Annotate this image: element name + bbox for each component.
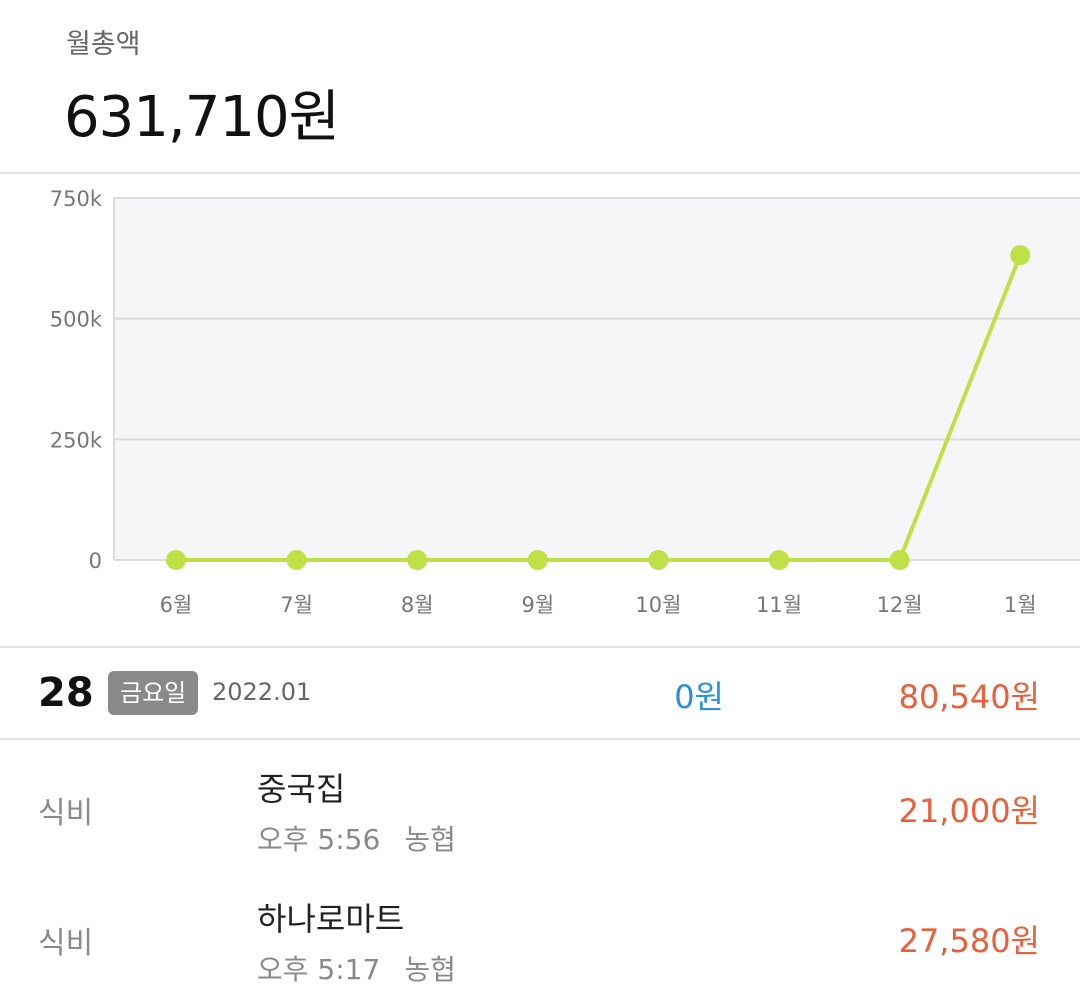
x-tick-label: 7월	[280, 593, 313, 617]
monthly-total-label: 월총액	[66, 29, 141, 60]
data-point	[769, 550, 789, 570]
y-tick-label: 250k	[50, 428, 103, 452]
summary-divider	[0, 172, 1080, 174]
x-tick-label: 9월	[521, 593, 554, 617]
x-tick-label: 1월	[1004, 593, 1037, 617]
transaction-item[interactable]: 식비 중국집 오후 5:56 농협 21,000원	[0, 740, 1080, 866]
transaction-account: 농협	[404, 953, 456, 986]
transaction-category: 식비	[38, 796, 94, 831]
transaction-title: 중국집	[257, 770, 346, 808]
day-divider	[0, 738, 1080, 740]
day-header[interactable]: 28 금요일 2022.01 0원 80,540원	[0, 648, 1080, 738]
x-tick-label: 8월	[401, 593, 434, 617]
transaction-amount: 27,580원	[898, 922, 1040, 960]
y-tick-label: 0	[89, 549, 102, 573]
x-tick-label: 10월	[635, 593, 681, 617]
monthly-total-amount: 631,710원	[64, 85, 340, 150]
transaction-account: 농협	[404, 823, 456, 856]
day-expense-total: 80,540원	[898, 678, 1040, 716]
day-number: 28	[38, 670, 94, 716]
monthly-line-chart: 750k 500k 250k 0 6월 7월 8월 9월 10월 11월 12월 1월	[0, 174, 1080, 646]
year-month: 2022.01	[212, 678, 312, 706]
day-income-total: 0원	[674, 678, 724, 716]
data-point	[648, 550, 669, 570]
plot-background	[114, 198, 1080, 560]
y-tick-label: 750k	[50, 187, 103, 211]
series-line	[176, 254, 1023, 562]
transaction-meta: 오후 5:56 농협	[257, 818, 456, 858]
x-tick-label: 6월	[160, 593, 193, 617]
x-tick-label: 11월	[756, 593, 802, 617]
transaction-time: 오후 5:17	[257, 953, 381, 986]
data-point	[286, 550, 307, 570]
transaction-amount: 21,000원	[898, 792, 1040, 830]
transaction-item[interactable]: 식비 하나로마트 오후 5:17 농협 27,580원	[0, 870, 1080, 996]
monthly-summary: 월총액 631,710원	[0, 0, 1080, 172]
x-tick-label: 12월	[877, 593, 923, 617]
weekday-badge: 금요일	[108, 671, 199, 715]
transaction-title: 하나로마트	[257, 900, 405, 938]
data-point	[1010, 245, 1031, 266]
transaction-category: 식비	[38, 926, 94, 961]
data-point	[527, 550, 548, 570]
data-point	[889, 550, 910, 570]
transaction-time: 오후 5:56	[257, 823, 381, 856]
data-point	[166, 550, 186, 570]
data-point	[407, 550, 428, 570]
y-tick-label: 500k	[50, 308, 103, 332]
transaction-meta: 오후 5:17 농협	[257, 948, 456, 988]
chart-svg: 750k 500k 250k 0 6월 7월 8월 9월 10월 11월 12월 1월	[50, 187, 1080, 617]
chart-divider	[0, 646, 1080, 648]
